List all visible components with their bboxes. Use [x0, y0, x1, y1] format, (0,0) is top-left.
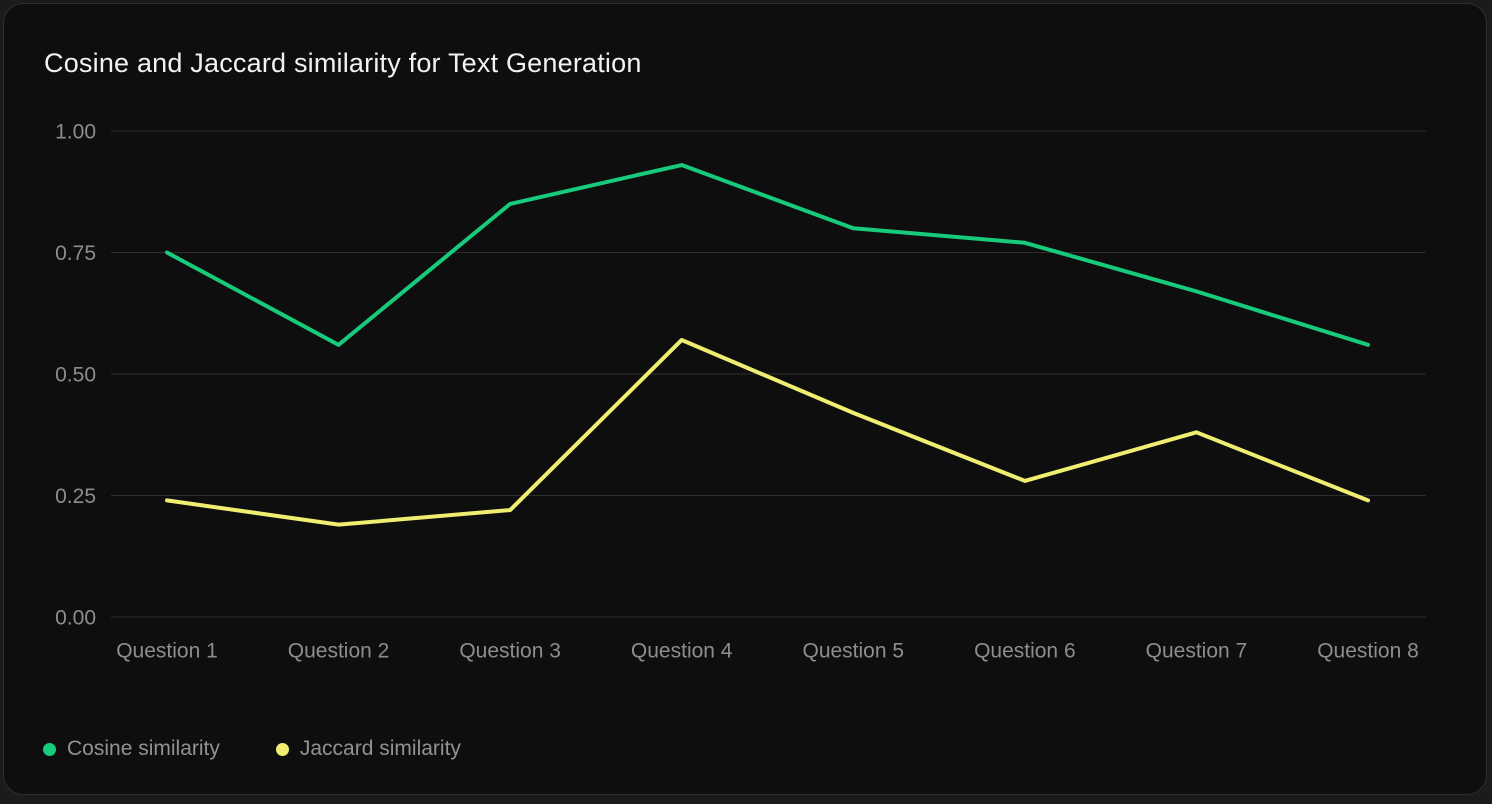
x-tick-label: Question 1 — [116, 639, 218, 662]
y-tick-label: 0.50 — [55, 363, 96, 386]
y-tick-label: 0.00 — [55, 606, 96, 629]
x-tick-label: Question 3 — [459, 639, 561, 662]
legend-item-cosine[interactable]: Cosine similarity — [43, 737, 220, 761]
x-tick-label: Question 4 — [631, 639, 733, 662]
legend-dot-icon — [43, 742, 56, 756]
x-tick-label: Question 6 — [974, 639, 1076, 662]
x-tick-label: Question 7 — [1146, 639, 1248, 662]
legend-dot-icon — [275, 742, 289, 756]
jaccard-line — [165, 337, 1370, 527]
x-tick-label: Question 2 — [288, 639, 390, 662]
x-tick-label: Question 8 — [1317, 639, 1419, 662]
line-chart: 1.00 0.75 0.50 0.25 0.00 Question 1 Question 2… — [55, 120, 1426, 662]
chart-card: Cosine and Jaccard similarity for Text G… — [3, 3, 1487, 795]
legend-label: Jaccard similarity — [299, 737, 461, 760]
x-tick-label: Question 5 — [802, 639, 904, 662]
cosine-line — [165, 163, 1370, 347]
legend-item-jaccard[interactable]: Jaccard similarity — [275, 737, 461, 761]
y-tick-label: 0.75 — [55, 242, 96, 265]
chart-legend: Cosine similarity Jaccard similarity — [43, 737, 461, 761]
legend-label: Cosine similarity — [67, 737, 220, 760]
chart-title: Cosine and Jaccard similarity for Text G… — [44, 48, 642, 78]
y-tick-label: 0.25 — [55, 485, 96, 508]
y-tick-label: 1.00 — [55, 120, 96, 143]
